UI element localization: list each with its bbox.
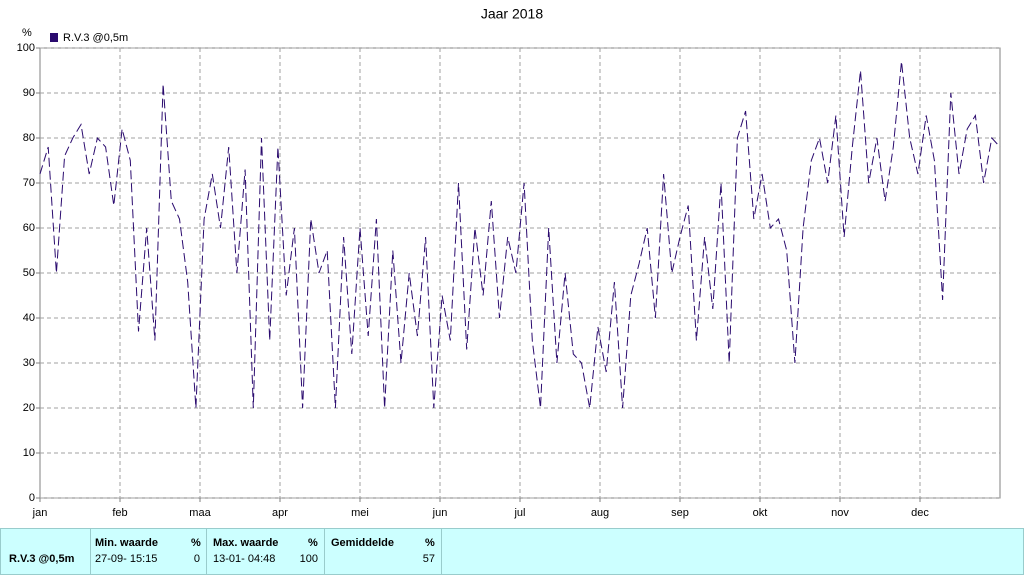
x-tick-label: okt: [753, 507, 768, 519]
x-tick-label: apr: [272, 507, 288, 519]
unit: %: [425, 537, 435, 549]
series-line: [39, 61, 1001, 409]
value: 100: [299, 553, 318, 565]
time: 27-09- 15:15: [95, 553, 158, 565]
x-tick-label: aug: [591, 507, 609, 519]
value: 57: [422, 553, 435, 565]
time: 13-01- 04:48: [213, 553, 276, 565]
y-unit: %: [22, 27, 32, 39]
y-tick-label: 10: [23, 447, 35, 459]
series-label: R.V.3 @0,5m: [9, 553, 75, 565]
x-tick-label: maa: [189, 507, 211, 519]
x-tick-label: nov: [831, 507, 849, 519]
header: Min. waarde: [95, 537, 158, 549]
header: Max. waarde: [213, 537, 279, 549]
y-tick-label: 30: [23, 357, 35, 369]
x-tick-label: jan: [32, 507, 48, 519]
y-tick-label: 80: [23, 132, 35, 144]
y-tick-label: 100: [17, 42, 35, 54]
y-tick-label: 20: [23, 402, 35, 414]
stats-panel: R.V.3 @0,5m Min. waarde % 27-09- 15:15 0…: [0, 528, 1024, 575]
legend-label: R.V.3 @0,5m: [63, 32, 128, 44]
x-tick-label: jul: [513, 507, 525, 519]
stats-col: Min. waarde % 27-09- 15:15 0: [91, 529, 207, 574]
header: Gemiddelde: [331, 537, 394, 549]
unit: %: [308, 537, 318, 549]
value: 0: [193, 553, 200, 565]
x-tick-label: jun: [432, 507, 448, 519]
stats-col: Gemiddelde % 57: [325, 529, 442, 574]
y-tick-label: 70: [23, 177, 35, 189]
x-tick-label: mei: [351, 507, 369, 519]
y-tick-label: 90: [23, 87, 35, 99]
x-tick-label: feb: [112, 507, 127, 519]
y-tick-label: 60: [23, 222, 35, 234]
y-tick-label: 0: [29, 492, 35, 504]
x-tick-label: sep: [671, 507, 689, 519]
stats-col: R.V.3 @0,5m: [1, 529, 91, 574]
y-tick-label: 50: [23, 267, 35, 279]
x-tick-label: dec: [911, 507, 929, 519]
y-tick-label: 40: [23, 312, 35, 324]
chart: Jaar 2018 % R.V.3 @0,5m 0 10 20 30 40 50 60 70 8…: [17, 6, 1001, 519]
unit: %: [191, 537, 201, 549]
legend-swatch: [50, 33, 58, 42]
stats-col: Max. waarde % 13-01- 04:48 100: [207, 529, 325, 574]
chart-title: Jaar 2018: [481, 6, 543, 22]
